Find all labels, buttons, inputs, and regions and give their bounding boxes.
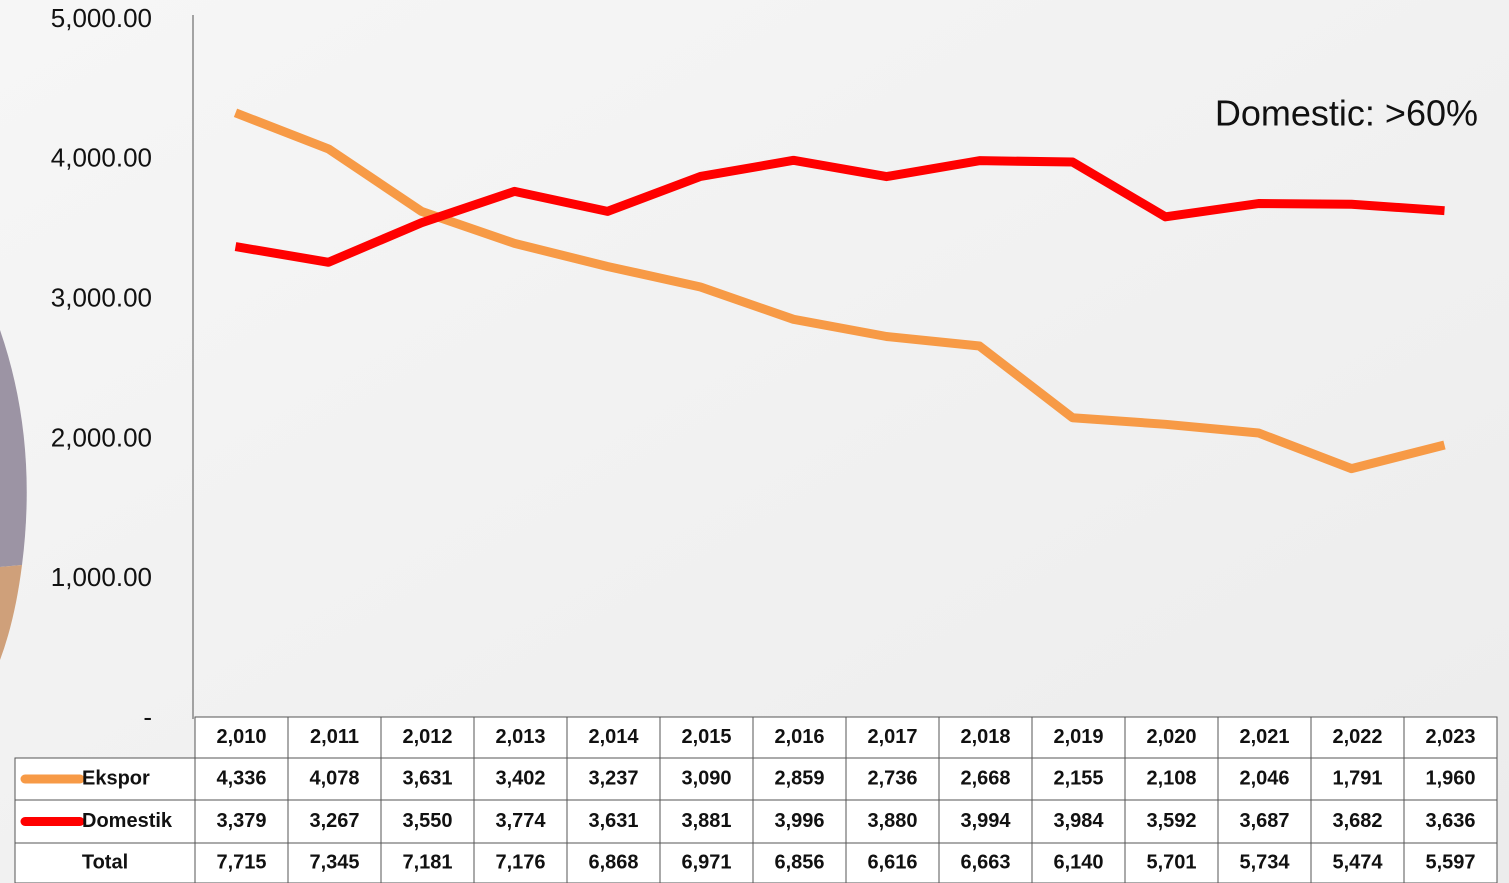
annotation: Domestic: >60% [1215, 93, 1478, 134]
y-tick-label: - [143, 702, 152, 732]
data-label: 3,550 [402, 810, 452, 832]
decor-pie-slice [0, 565, 22, 660]
data-label: 1,791 [1332, 767, 1382, 789]
data-label: 7,176 [495, 851, 545, 873]
data-label: 7,715 [216, 851, 266, 873]
data-label: 6,616 [867, 851, 917, 873]
data-label: 7,181 [402, 851, 452, 873]
x-tick-label: 2,010 [216, 726, 266, 748]
data-label: 3,994 [960, 810, 1011, 832]
x-tick-label: 2,012 [402, 726, 452, 748]
data-label: 3,687 [1239, 810, 1289, 832]
data-label: 3,237 [588, 767, 638, 789]
data-label: 6,971 [681, 851, 731, 873]
data-label: 6,663 [960, 851, 1010, 873]
data-label: 4,078 [309, 767, 359, 789]
data-label: 2,046 [1239, 767, 1289, 789]
y-tick-label: 1,000.00 [51, 562, 152, 592]
data-label: 3,774 [495, 810, 546, 832]
data-label: 3,682 [1332, 810, 1382, 832]
data-label: 4,336 [216, 767, 266, 789]
row-label: Total [82, 851, 128, 873]
y-tick-label: 2,000.00 [51, 422, 152, 452]
x-tick-label: 2,014 [588, 726, 639, 748]
table-cell [14, 842, 1498, 883]
data-label: 6,140 [1053, 851, 1103, 873]
data-label: 3,996 [774, 810, 824, 832]
x-tick-label: 2,018 [960, 726, 1010, 748]
x-tick-label: 2,023 [1425, 726, 1475, 748]
data-label: 3,631 [588, 810, 638, 832]
series-line [234, 155, 1445, 267]
data-label: 3,592 [1146, 810, 1196, 832]
data-label: 7,345 [309, 851, 359, 873]
legend-label: Ekspor [82, 767, 150, 789]
x-tick-label: 2,019 [1053, 726, 1103, 748]
data-label: 3,402 [495, 767, 545, 789]
data-label: 3,379 [216, 810, 266, 832]
data-label: 1,960 [1425, 767, 1475, 789]
data-label: 2,108 [1146, 767, 1196, 789]
data-label: 2,155 [1053, 767, 1103, 789]
x-tick-label: 2,020 [1146, 726, 1196, 748]
data-label: 3,984 [1053, 810, 1104, 832]
x-tick-label: 2,021 [1239, 726, 1289, 748]
x-tick-label: 2,015 [681, 726, 731, 748]
decor-pie-slice [0, 330, 27, 567]
legend-label: Domestik [82, 810, 173, 832]
data-label: 2,736 [867, 767, 917, 789]
x-tick-label: 2,013 [495, 726, 545, 748]
data-label: 2,668 [960, 767, 1010, 789]
data-label: 5,734 [1239, 851, 1290, 873]
table-cell [14, 757, 1498, 801]
data-label: 3,631 [402, 767, 452, 789]
data-label: 6,856 [774, 851, 824, 873]
y-tick-label: 3,000.00 [51, 282, 152, 312]
data-label: 5,701 [1146, 851, 1196, 873]
data-label: 3,880 [867, 810, 917, 832]
x-tick-label: 2,022 [1332, 726, 1382, 748]
table-cell [14, 799, 1498, 844]
y-tick-label: 5,000.00 [51, 3, 152, 33]
data-label: 6,868 [588, 851, 638, 873]
data-label: 3,267 [309, 810, 359, 832]
x-tick-label: 2,016 [774, 726, 824, 748]
x-tick-label: 2,011 [310, 726, 359, 748]
data-label: 5,597 [1425, 851, 1475, 873]
data-label: 5,474 [1332, 851, 1383, 873]
data-label: 3,090 [681, 767, 731, 789]
data-label: 3,636 [1425, 810, 1475, 832]
data-label: 3,881 [681, 810, 731, 832]
x-tick-label: 2,017 [867, 726, 917, 748]
y-tick-label: 4,000.00 [51, 143, 152, 173]
data-label: 2,859 [774, 767, 824, 789]
